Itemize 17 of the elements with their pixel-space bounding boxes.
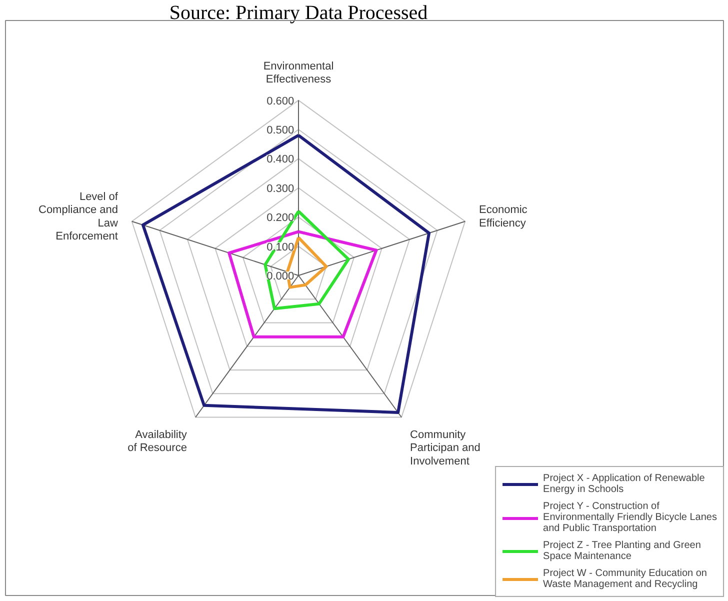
y-tick-label: 0.200	[266, 212, 294, 224]
spoke-label: Availability of Resource	[128, 429, 188, 454]
legend-label: Project Y - Construction of Environmentally Friendly Bicycle Lanes and Public Transportation	[543, 501, 717, 534]
spoke-label: Community Participan and Involvement	[410, 429, 480, 468]
legend-label: Project W - Community Education on Waste Management and Recycling	[543, 568, 707, 590]
spoke-label: Environmental Effectiveness	[263, 60, 334, 86]
y-tick-label: 0.600	[266, 95, 294, 108]
y-tick-label: 0.400	[266, 154, 294, 166]
y-tick-label: 0.100	[266, 241, 294, 254]
y-tick-label: 0.300	[266, 182, 294, 195]
y-tick-label: 0.500	[266, 124, 294, 136]
y-tick-label: 0.000	[266, 270, 294, 282]
spoke-label: Economic Efficiency	[479, 204, 528, 230]
chart-title: Source: Primary Data Processed	[169, 2, 428, 24]
legend-label: Project X - Application of Renewable Energy in Schools	[543, 473, 705, 495]
spoke-label: Level of Compliance and Law Enforcement	[38, 191, 119, 243]
legend-label: Project Z - Tree Planting and Green Space Maintenance	[543, 540, 701, 562]
